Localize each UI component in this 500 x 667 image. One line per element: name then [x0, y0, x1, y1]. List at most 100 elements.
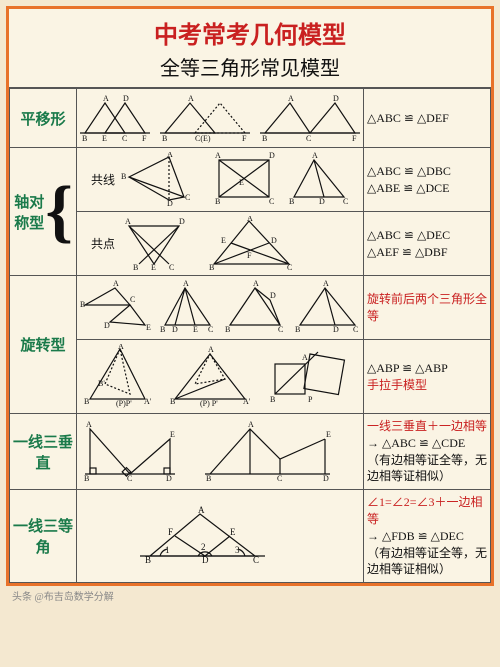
- svg-text:C: C: [343, 197, 348, 206]
- svg-text:D: D: [269, 152, 275, 160]
- note-cell: 旋转前后两个三角形全等: [364, 276, 491, 340]
- svg-text:A: A: [86, 420, 92, 429]
- row-label: 一线三垂直: [10, 414, 77, 490]
- subtitle: 全等三角形常见模型: [9, 52, 491, 88]
- svg-text:E: E: [326, 430, 331, 439]
- table-row: 轴对称型 { 共线: [10, 148, 491, 212]
- row-label: 轴对称型 {: [10, 148, 77, 276]
- svg-text:B: B: [170, 397, 175, 406]
- svg-text:C: C: [169, 263, 174, 271]
- svg-text:D: D: [166, 474, 172, 483]
- note-line: → △FDB ≌ △DEC: [367, 529, 464, 543]
- svg-text:A: A: [118, 344, 124, 351]
- svg-text:B: B: [121, 172, 126, 181]
- svg-text:B: B: [270, 395, 275, 404]
- svg-text:B: B: [133, 263, 138, 271]
- congruence-note: △ABP ≌ △ABP: [367, 361, 448, 375]
- congruence-note: △ABC ≌ △DEF: [367, 111, 449, 125]
- svg-text:D: D: [172, 325, 178, 334]
- brace-icon: {: [45, 177, 73, 247]
- note-cell: △ABC ≌ △DEF: [364, 89, 491, 148]
- svg-text:F: F: [242, 134, 247, 143]
- svg-text:B': B': [98, 379, 105, 388]
- diagram-cell: ABA'B'(P)P' ABA'(P) P' ABP: [77, 340, 364, 414]
- svg-text:2: 2: [201, 542, 206, 552]
- svg-text:C: C: [122, 134, 127, 143]
- svg-text:B: B: [84, 397, 89, 406]
- svg-text:A: A: [103, 94, 109, 103]
- svg-text:C: C: [277, 474, 282, 483]
- svg-text:C: C: [353, 325, 358, 334]
- rotation-diagram-a: ABCED ABDEC ABCD ABDC: [80, 280, 360, 335]
- svg-text:E: E: [146, 323, 151, 332]
- svg-text:C: C: [185, 193, 190, 202]
- svg-text:A: A: [113, 280, 119, 288]
- svg-text:D: D: [123, 94, 129, 103]
- svg-text:C: C: [130, 295, 135, 304]
- note-line: → △ABC ≌ △CDE: [367, 436, 465, 450]
- model-table: 平移形: [9, 88, 491, 583]
- rotation-diagram-b: ABA'B'(P)P' ABA'(P) P' ABP: [80, 344, 360, 409]
- note-cell: ∠1=∠2=∠3＋一边相等 → △FDB ≌ △DEC （有边相等证全等，无边相…: [364, 490, 491, 583]
- svg-text:F: F: [352, 134, 357, 143]
- table-row: 一线三垂直: [10, 414, 491, 490]
- svg-text:D: D: [323, 474, 329, 483]
- table-row: 旋转型 ABCED ABDEC ABCD ABDC: [10, 276, 491, 340]
- svg-text:B: B: [262, 134, 267, 143]
- footer-attribution: 头条 @布吉岛数学分解: [6, 586, 494, 606]
- svg-text:A: A: [125, 217, 131, 226]
- congruence-note: △ABC ≌ △DEC △AEF ≌ △DBF: [367, 228, 450, 259]
- svg-text:(P)P': (P)P': [116, 399, 132, 408]
- svg-text:D: D: [179, 217, 185, 226]
- note-cell: △ABP ≌ △ABP 手拉手模型: [364, 340, 491, 414]
- document-frame: 中考常考几何模型 全等三角形常见模型 平移形: [6, 6, 494, 586]
- svg-text:A: A: [247, 216, 253, 223]
- table-row: 一线三等角 A FE BDC 123: [10, 490, 491, 583]
- sub-label: 共线: [91, 171, 115, 188]
- note-red: 旋转前后两个三角形全等: [367, 292, 487, 323]
- svg-text:1: 1: [165, 545, 170, 555]
- svg-text:A: A: [253, 280, 259, 288]
- svg-text:B: B: [295, 325, 300, 334]
- main-title: 中考常考几何模型: [9, 9, 491, 52]
- diagram-cell: A FE BDC 123: [77, 490, 364, 583]
- svg-text:A: A: [215, 152, 221, 160]
- svg-text:E: E: [102, 134, 107, 143]
- svg-text:E: E: [230, 527, 236, 537]
- svg-text:E: E: [193, 325, 198, 334]
- svg-text:A: A: [288, 94, 294, 103]
- svg-text:D: D: [202, 555, 209, 565]
- svg-text:E: E: [170, 430, 175, 439]
- svg-text:A: A: [198, 506, 205, 515]
- svg-text:B: B: [84, 474, 89, 483]
- diagram-cell: ABCED ABDEC ABCD ABDC: [77, 276, 364, 340]
- diagram-cell: 共点 ADBEC ABC EDF: [77, 212, 364, 276]
- svg-text:P: P: [308, 395, 313, 404]
- svg-text:E: E: [221, 236, 226, 245]
- axis-collinear-diagram: ABCD ADBCE ABDC: [119, 152, 349, 207]
- svg-text:D: D: [104, 321, 110, 330]
- svg-text:A: A: [323, 280, 329, 288]
- svg-text:A: A: [208, 345, 214, 354]
- svg-text:C: C: [287, 263, 292, 271]
- row-label: 旋转型: [10, 276, 77, 414]
- congruence-note: △ABC ≌ △DBC △ABE ≌ △DCE: [367, 164, 451, 195]
- table-row: 共点 ADBEC ABC EDF: [10, 212, 491, 276]
- svg-text:B: B: [160, 325, 165, 334]
- note-cell: 一线三垂直＋一边相等 → △ABC ≌ △CDE （有边相等证全等，无边相等证相…: [364, 414, 491, 490]
- svg-text:C: C: [269, 197, 274, 206]
- svg-text:A: A: [302, 353, 308, 362]
- svg-text:D: D: [333, 325, 339, 334]
- diagram-cell: ABCDE AB CDE: [77, 414, 364, 490]
- svg-text:C: C: [253, 555, 259, 565]
- svg-text:C: C: [208, 325, 213, 334]
- svg-text:B: B: [145, 555, 151, 565]
- svg-text:E: E: [239, 178, 244, 187]
- table-row: 平移形: [10, 89, 491, 148]
- note-cell: △ABC ≌ △DEC △AEF ≌ △DBF: [364, 212, 491, 276]
- svg-text:D: D: [319, 197, 325, 206]
- note-line: （有边相等证全等，无边相等证相似）: [367, 546, 487, 577]
- note-line: 一线三垂直＋一边相等: [367, 419, 487, 433]
- svg-text:D: D: [333, 94, 339, 103]
- svg-text:B: B: [289, 197, 294, 206]
